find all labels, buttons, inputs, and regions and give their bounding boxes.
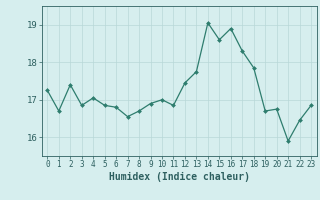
X-axis label: Humidex (Indice chaleur): Humidex (Indice chaleur): [109, 172, 250, 182]
